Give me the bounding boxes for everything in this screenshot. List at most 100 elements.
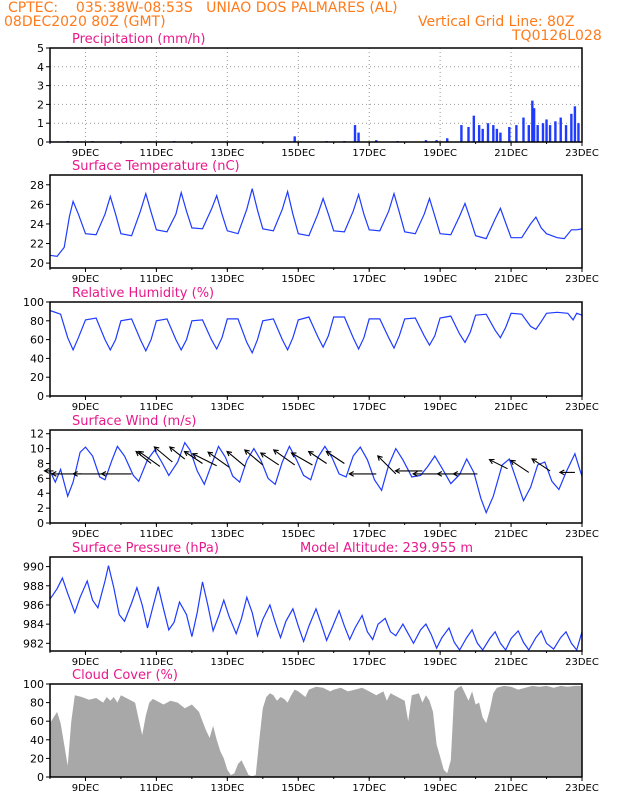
panel-annotation: Model Altitude: 239.955 m xyxy=(300,541,473,556)
wind-arrow-head xyxy=(290,452,297,458)
y-tick-label: 6 xyxy=(37,472,44,485)
precip-bar xyxy=(424,140,428,142)
x-tick-label: 15DEC xyxy=(281,657,315,668)
x-tick-label: 21DEC xyxy=(494,148,528,159)
panel-1: Precipitation (mm/h) 9DEC 11DEC 13DEC 15DEC 1… xyxy=(37,32,599,159)
x-tick-label: 15DEC xyxy=(281,148,315,159)
x-tick-label: 11DEC xyxy=(140,402,174,413)
x-tick-label: 13DEC xyxy=(210,274,244,285)
x-tick-label: 19DEC xyxy=(423,657,457,668)
x-tick-label: 11DEC xyxy=(140,783,174,794)
precip-bar xyxy=(357,132,360,142)
wind-arrow-head xyxy=(226,450,233,457)
x-tick-label: 9DEC xyxy=(72,274,99,285)
precip-bar xyxy=(435,140,438,142)
wind-arrow xyxy=(154,446,173,463)
precip-bar xyxy=(508,126,511,142)
panel-2: Surface Temperature (nC) 9DEC 11DEC 13DEC 15… xyxy=(30,159,599,285)
wind-arrow-head xyxy=(411,471,418,477)
series-line xyxy=(49,309,583,355)
y-tick-label: 0 xyxy=(37,136,44,149)
precip-bar xyxy=(559,117,562,142)
plot-frame xyxy=(49,683,583,778)
wind-arrow-head xyxy=(153,446,160,452)
precip-bar xyxy=(495,128,499,142)
y-tick-label: 80 xyxy=(30,697,44,710)
x-tick-label: 17DEC xyxy=(352,783,386,794)
panel-3: Relative Humidity (%) 9DEC 11DEC 13DEC 15DEC… xyxy=(23,286,599,413)
y-tick-label: 0 xyxy=(37,390,44,403)
precip-bar xyxy=(481,128,484,142)
wind-arrow-head xyxy=(452,471,459,477)
wind-arrow-head xyxy=(100,471,107,477)
plot-frame xyxy=(49,301,583,397)
x-tick-label: 19DEC xyxy=(423,529,457,540)
wind-arrow xyxy=(308,451,327,464)
wind-arrow xyxy=(510,459,530,473)
wind-arrow-head xyxy=(488,458,495,465)
wind-arrow-head xyxy=(72,471,78,477)
precip-bar xyxy=(446,138,449,142)
wind-arrow xyxy=(273,449,296,466)
precip-bar xyxy=(532,108,536,142)
y-tick-label: 984 xyxy=(23,618,44,631)
plot-frame xyxy=(49,429,583,524)
precip-bar xyxy=(477,125,481,142)
x-tick-label: 23DEC xyxy=(565,148,599,159)
y-tick-label: 988 xyxy=(23,580,44,593)
x-tick-label: 17DEC xyxy=(352,529,386,540)
x-tick-label: 23DEC xyxy=(565,783,599,794)
panel-6: Cloud Cover (%) 9DEC 11DEC 13DEC 15DEC 17DEC 1… xyxy=(23,668,599,794)
y-tick-label: 100 xyxy=(23,296,44,309)
x-tick-label: 21DEC xyxy=(494,274,528,285)
precip-bar xyxy=(472,115,476,142)
precip-bar xyxy=(564,125,568,142)
wind-arrow xyxy=(531,458,551,472)
header-model-id: TQ0126L028 xyxy=(512,28,602,44)
y-tick-label: 0 xyxy=(37,771,44,784)
x-tick-label: 23DEC xyxy=(565,274,599,285)
wind-arrow xyxy=(192,453,217,467)
series-line xyxy=(49,565,583,652)
x-tick-label: 9DEC xyxy=(72,529,99,540)
panel-title: Surface Pressure (hPa) xyxy=(72,541,219,556)
panel-title: Surface Temperature (nC) xyxy=(72,159,240,174)
y-tick-label: 60 xyxy=(30,715,44,728)
wind-arrow-head xyxy=(558,469,565,476)
y-tick-label: 100 xyxy=(23,678,44,691)
wind-arrow xyxy=(489,459,508,470)
y-tick-label: 0 xyxy=(37,517,44,530)
x-tick-label: 21DEC xyxy=(494,657,528,668)
x-tick-label: 11DEC xyxy=(140,529,174,540)
x-tick-label: 13DEC xyxy=(210,657,244,668)
wind-arrow-head xyxy=(168,446,175,452)
wind-arrow-head xyxy=(325,450,332,457)
precip-bar xyxy=(541,123,545,142)
x-tick-label: 13DEC xyxy=(210,148,244,159)
wind-arrow-head xyxy=(50,471,57,477)
precip-bar xyxy=(486,123,490,142)
precip-bar xyxy=(293,136,296,142)
precip-bar xyxy=(554,121,557,142)
y-tick-label: 28 xyxy=(30,179,44,192)
x-tick-label: 9DEC xyxy=(72,148,99,159)
precip-bar xyxy=(499,132,502,142)
x-tick-label: 17DEC xyxy=(352,657,386,668)
x-tick-label: 11DEC xyxy=(140,274,174,285)
wind-arrow xyxy=(244,449,264,466)
wind-arrow-head xyxy=(259,452,266,458)
wind-arrow-head xyxy=(509,459,516,466)
precip-bar xyxy=(375,140,378,142)
x-tick-label: 23DEC xyxy=(565,657,599,668)
y-tick-label: 40 xyxy=(30,734,44,747)
wind-arrow-head xyxy=(394,468,401,474)
x-tick-label: 15DEC xyxy=(281,529,315,540)
panel-title: Precipitation (mm/h) xyxy=(72,32,205,47)
y-tick-label: 8 xyxy=(37,457,44,470)
precip-bar xyxy=(536,125,539,142)
x-tick-label: 21DEC xyxy=(494,529,528,540)
x-tick-label: 19DEC xyxy=(423,274,457,285)
wind-arrow xyxy=(169,446,186,460)
y-tick-label: 5 xyxy=(37,42,44,55)
wind-arrow-head xyxy=(531,458,538,464)
